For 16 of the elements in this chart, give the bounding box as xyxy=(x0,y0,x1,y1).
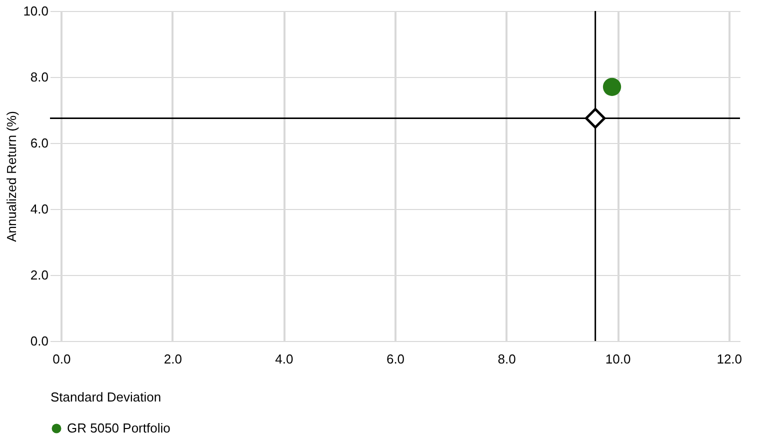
x-tick-label: 2.0 xyxy=(164,352,182,366)
x-tick-label: 4.0 xyxy=(275,352,294,366)
x-tick-label: 10.0 xyxy=(605,352,631,366)
x-axis-title: Standard Deviation xyxy=(50,390,162,404)
x-tick-label: 8.0 xyxy=(498,352,516,366)
x-tick-label: 6.0 xyxy=(386,352,405,366)
y-axis-title: Annualized Return (%) xyxy=(4,111,20,242)
y-tick-label: 10.0 xyxy=(23,4,48,18)
y-tick-label: 8.0 xyxy=(30,70,48,84)
y-tick-label: 4.0 xyxy=(30,202,48,216)
x-tick-label: 12.0 xyxy=(716,352,742,366)
legend-label: GR 5050 Portfolio xyxy=(67,420,170,436)
x-tick-label: 0.0 xyxy=(52,352,71,366)
y-tick-label: 2.0 xyxy=(30,268,48,282)
y-tick-label: 6.0 xyxy=(30,136,48,150)
y-tick-label: 0.0 xyxy=(30,334,48,348)
